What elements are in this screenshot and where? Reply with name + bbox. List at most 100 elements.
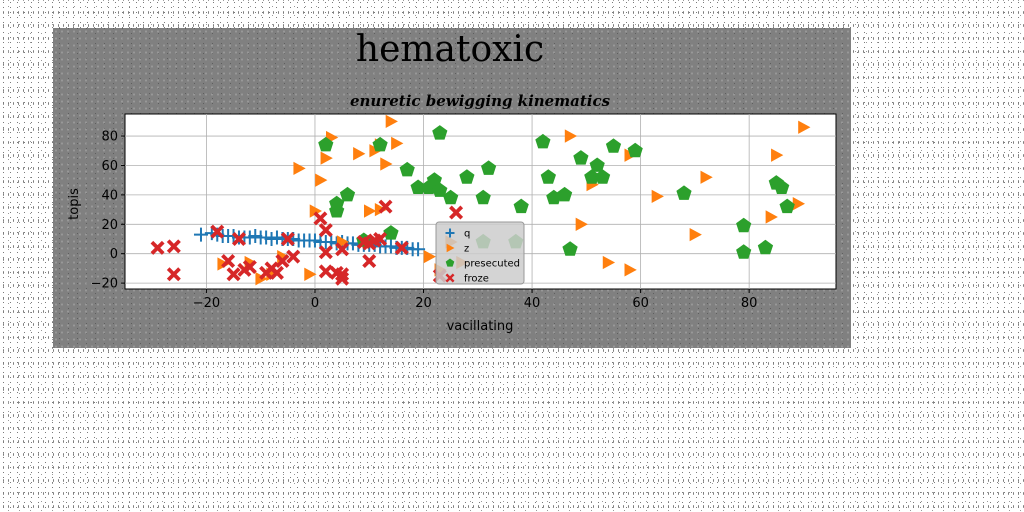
x-tick-label: 0 (311, 296, 319, 311)
data-point-presecuted (475, 189, 491, 205)
data-point-presecuted (372, 136, 388, 152)
legend-marker-presecuted (445, 258, 455, 267)
x-tick-label: 80 (741, 296, 758, 311)
legend-marker-z (446, 243, 455, 253)
data-point-presecuted (584, 169, 600, 184)
data-point-presecuted (557, 186, 573, 202)
data-point-presecuted (535, 133, 551, 149)
data-point-presecuted (329, 195, 345, 211)
data-point-z (564, 129, 578, 143)
data-point-presecuted (573, 150, 589, 165)
data-point-froze (242, 259, 257, 274)
data-point-froze (166, 267, 181, 282)
y-tick-label: 80 (101, 130, 118, 145)
data-point-z (353, 147, 366, 161)
y-axis-label: topis (67, 188, 82, 220)
legend-label-z: z (464, 244, 469, 255)
data-point-froze (313, 211, 328, 226)
data-point-presecuted (736, 244, 752, 259)
data-point-presecuted (432, 125, 448, 140)
data-point-presecuted (676, 185, 692, 200)
data-point-z (315, 173, 328, 187)
data-point-z (624, 263, 637, 277)
axes-title: enuretic bewigging kinematics (350, 92, 611, 110)
data-point-froze (280, 232, 295, 246)
data-point-presecuted (605, 138, 622, 153)
data-point-presecuted (589, 157, 605, 172)
data-point-z (798, 120, 811, 134)
data-point-z (689, 227, 702, 242)
data-point-froze (166, 239, 181, 254)
scatter-chart: hematoxic enuretic bewigging kinematics … (67, 29, 837, 334)
legend-marker-q (445, 228, 455, 238)
x-tick-label: −20 (193, 296, 220, 311)
legend-label-froze: froze (464, 274, 489, 285)
data-point-z (792, 197, 806, 211)
data-point-z (765, 210, 778, 224)
data-point-froze (221, 254, 236, 269)
data-point-froze (150, 240, 165, 255)
data-point-z (385, 114, 398, 129)
chart-figure: hematoxic enuretic bewigging kinematics … (53, 28, 851, 348)
data-point-froze (378, 199, 393, 214)
data-point-presecuted (443, 189, 459, 205)
data-point-z (391, 136, 404, 151)
data-point-z (309, 204, 322, 218)
legend-label-presecuted: presecuted (464, 259, 520, 270)
y-tick-label: −20 (91, 277, 118, 292)
data-point-froze (269, 265, 284, 280)
y-tick-label: 0 (110, 247, 118, 262)
data-point-froze (373, 232, 388, 246)
data-point-presecuted (459, 169, 475, 184)
data-point-presecuted (339, 186, 356, 202)
legend: qz presecuted froze (435, 221, 525, 285)
data-point-froze (210, 224, 225, 239)
data-point-presecuted (318, 136, 334, 152)
data-point-froze (286, 249, 301, 264)
legend-label-q: q (464, 229, 470, 240)
data-point-q (193, 227, 208, 242)
data-point-froze (318, 223, 333, 238)
data-point-z (380, 157, 393, 171)
data-point-q (411, 242, 426, 257)
data-point-froze (362, 254, 377, 269)
data-point-presecuted (540, 169, 556, 184)
data-point-froze (394, 240, 409, 255)
data-point-z (651, 189, 664, 204)
data-point-froze (318, 264, 333, 279)
data-point-presecuted (410, 179, 426, 194)
x-tick-label: 20 (415, 296, 432, 311)
data-point-froze (275, 254, 290, 269)
data-point-froze (231, 232, 246, 246)
data-point-presecuted (774, 179, 790, 194)
data-point-presecuted (513, 198, 529, 214)
data-point-froze (335, 267, 350, 282)
legend-marker-froze (445, 273, 455, 283)
y-tick-label: 40 (101, 188, 118, 203)
data-point-froze (335, 242, 350, 257)
data-point-z (575, 217, 588, 231)
x-axis-label: vacillating (447, 319, 514, 334)
data-point-froze (449, 205, 464, 220)
data-point-presecuted (399, 161, 415, 177)
legend-box (435, 221, 525, 285)
data-point-presecuted (383, 225, 399, 240)
figure-suptitle: hematoxic (356, 29, 544, 70)
x-axis-ticks: −20 0 20 40 60 80 (193, 289, 758, 311)
y-tick-label: 20 (101, 218, 118, 233)
data-point-presecuted (432, 182, 448, 197)
data-point-presecuted (627, 142, 643, 158)
data-point-z (304, 267, 317, 281)
x-tick-label: 40 (524, 296, 541, 311)
data-point-presecuted (757, 239, 774, 255)
data-point-presecuted (736, 217, 752, 233)
y-axis-ticks: −20 0 20 40 60 80 (91, 130, 125, 292)
data-point-z (363, 204, 377, 218)
data-point-z (423, 249, 436, 264)
data-point-froze (318, 245, 333, 260)
data-point-presecuted (481, 160, 497, 175)
data-point-z (700, 170, 713, 184)
data-point-z (602, 255, 616, 270)
x-tick-label: 60 (632, 296, 649, 311)
data-point-z (320, 151, 333, 165)
